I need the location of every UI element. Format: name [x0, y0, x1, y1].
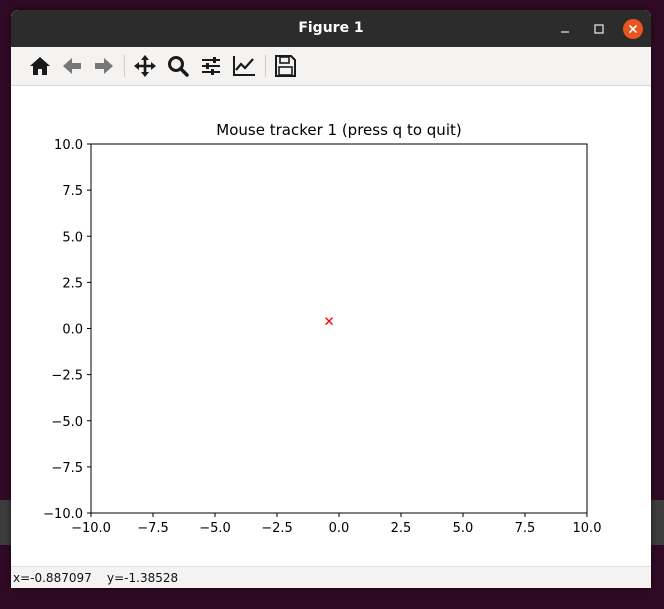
data-point-marker [325, 317, 334, 326]
figure-canvas[interactable]: Mouse tracker 1 (press q to quit) −10.0 −7… [11, 86, 651, 566]
y-tick-label: 7.5 [62, 184, 83, 199]
save-button[interactable] [272, 54, 298, 78]
subplots-config-icon [202, 57, 220, 75]
title-bar[interactable]: Figure 1 [11, 10, 651, 47]
back-icon [63, 58, 81, 74]
home-icon [30, 57, 50, 75]
save-icon [275, 55, 296, 77]
zoom-button[interactable] [165, 54, 191, 78]
window-title: Figure 1 [298, 20, 364, 36]
plot-svg[interactable]: Mouse tracker 1 (press q to quit) −10.0 −7… [11, 86, 651, 566]
x-tick-label: 0.0 [329, 521, 350, 536]
x-tick-label: −7.5 [137, 521, 169, 536]
close-icon [628, 24, 638, 34]
close-button[interactable] [623, 19, 643, 39]
cursor-coordinates: x=-0.887097 y=-1.38528 [13, 571, 179, 585]
status-bar: x=-0.887097 y=-1.38528 [11, 566, 651, 588]
zoom-icon [168, 56, 189, 77]
y-tick-label: 5.0 [62, 230, 83, 245]
y-tick-label: −2.5 [51, 369, 83, 384]
y-tick-label: 0.0 [62, 323, 83, 338]
toolbar-separator [265, 55, 266, 77]
y-tick-label: 2.5 [62, 276, 83, 291]
pan-button[interactable] [132, 54, 158, 78]
x-tick-label: −10.0 [71, 521, 111, 536]
forward-button[interactable] [91, 54, 117, 78]
y-tick-label: 10.0 [54, 138, 83, 153]
figure-window: Figure 1 [11, 10, 651, 588]
x-tick-label: −2.5 [261, 521, 293, 536]
x-tick-label: 2.5 [391, 521, 412, 536]
edit-axis-button[interactable] [231, 54, 257, 78]
axes-frame [90, 143, 588, 514]
maximize-button[interactable] [589, 19, 609, 39]
forward-icon [95, 58, 113, 74]
y-tick-label: −7.5 [51, 461, 83, 476]
edit-axis-icon [233, 56, 255, 76]
y-tick-label: −5.0 [51, 415, 83, 430]
back-button[interactable] [59, 54, 85, 78]
home-button[interactable] [27, 54, 53, 78]
toolbar-separator [124, 55, 125, 77]
y-tick-label: −10.0 [43, 507, 83, 522]
subplots-config-button[interactable] [198, 54, 224, 78]
minimize-button[interactable] [555, 19, 575, 39]
x-tick-label: 10.0 [573, 521, 602, 536]
maximize-icon [594, 24, 604, 34]
navigation-toolbar [11, 47, 651, 86]
x-tick-label: −5.0 [199, 521, 231, 536]
minimize-icon [561, 31, 569, 33]
x-tick-label: 7.5 [515, 521, 536, 536]
x-tick-label: 5.0 [453, 521, 474, 536]
pan-icon [134, 55, 156, 77]
chart-title: Mouse tracker 1 (press q to quit) [216, 121, 461, 139]
